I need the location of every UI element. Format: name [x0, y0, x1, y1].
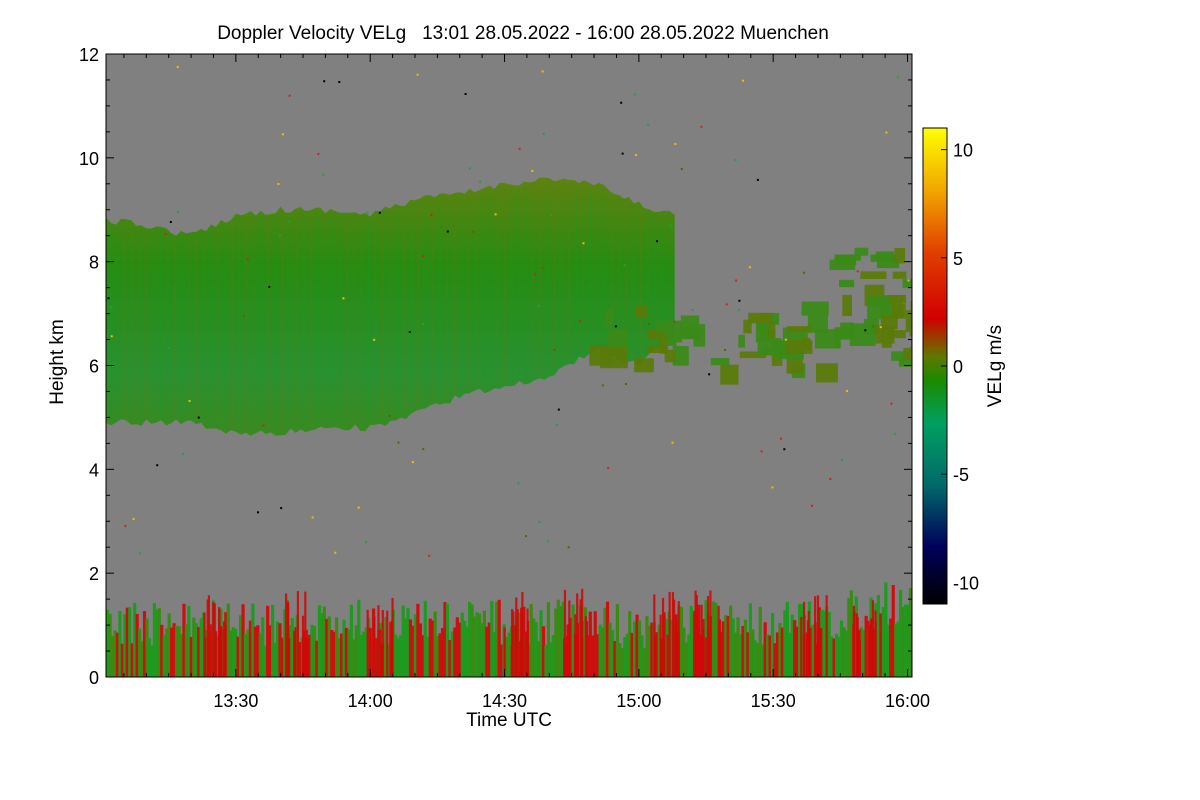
- x-axis-label: Time UTC: [466, 710, 552, 731]
- plot-area: [105, 53, 913, 678]
- x-tick-label: 15:30: [751, 691, 796, 711]
- x-tick-label: 14:30: [482, 691, 527, 711]
- colorbar: 10 5 0 -5 -10 VELg m/s: [922, 127, 1006, 605]
- noise-speckles: [107, 66, 910, 557]
- cloud-texture: [109, 184, 663, 429]
- upper-cloud-layer: [106, 177, 675, 436]
- x-axis: 13:30 14:00 14:30 15:00 15:30 16:00: [123, 54, 930, 711]
- y-tick-label: 10: [79, 149, 99, 169]
- y-tick-label: 6: [89, 357, 99, 377]
- x-tick-label: 16:00: [885, 691, 930, 711]
- y-tick-label: 2: [89, 564, 99, 584]
- x-tick-label: 13:30: [213, 691, 258, 711]
- x-tick-label: 15:00: [616, 691, 661, 711]
- y-tick-label: 12: [79, 45, 99, 65]
- colorbar-tick-label: -10: [953, 573, 979, 593]
- colorbar-label: VELg m/s: [985, 325, 1006, 407]
- colorbar-tick-label: 5: [953, 249, 963, 269]
- y-tick-label: 4: [89, 460, 99, 480]
- y-tick-label: 8: [89, 253, 99, 273]
- y-axis: 0 2 4 6 8 10 12: [79, 45, 912, 688]
- colorbar-tick-label: -5: [953, 465, 969, 485]
- boundary-layer: [106, 582, 912, 677]
- chart-title: Doppler Velocity VELg 13:01 28.05.2022 -…: [217, 23, 829, 44]
- cloud-fragment: [738, 301, 829, 366]
- y-tick-label: 0: [89, 668, 99, 688]
- cloud-fragment: [880, 247, 912, 367]
- colorbar-tick-label: 0: [953, 357, 963, 377]
- y-axis-label: Height km: [47, 319, 68, 405]
- colorbar-tick-label: 10: [953, 141, 973, 161]
- x-tick-label: 14:00: [348, 691, 393, 711]
